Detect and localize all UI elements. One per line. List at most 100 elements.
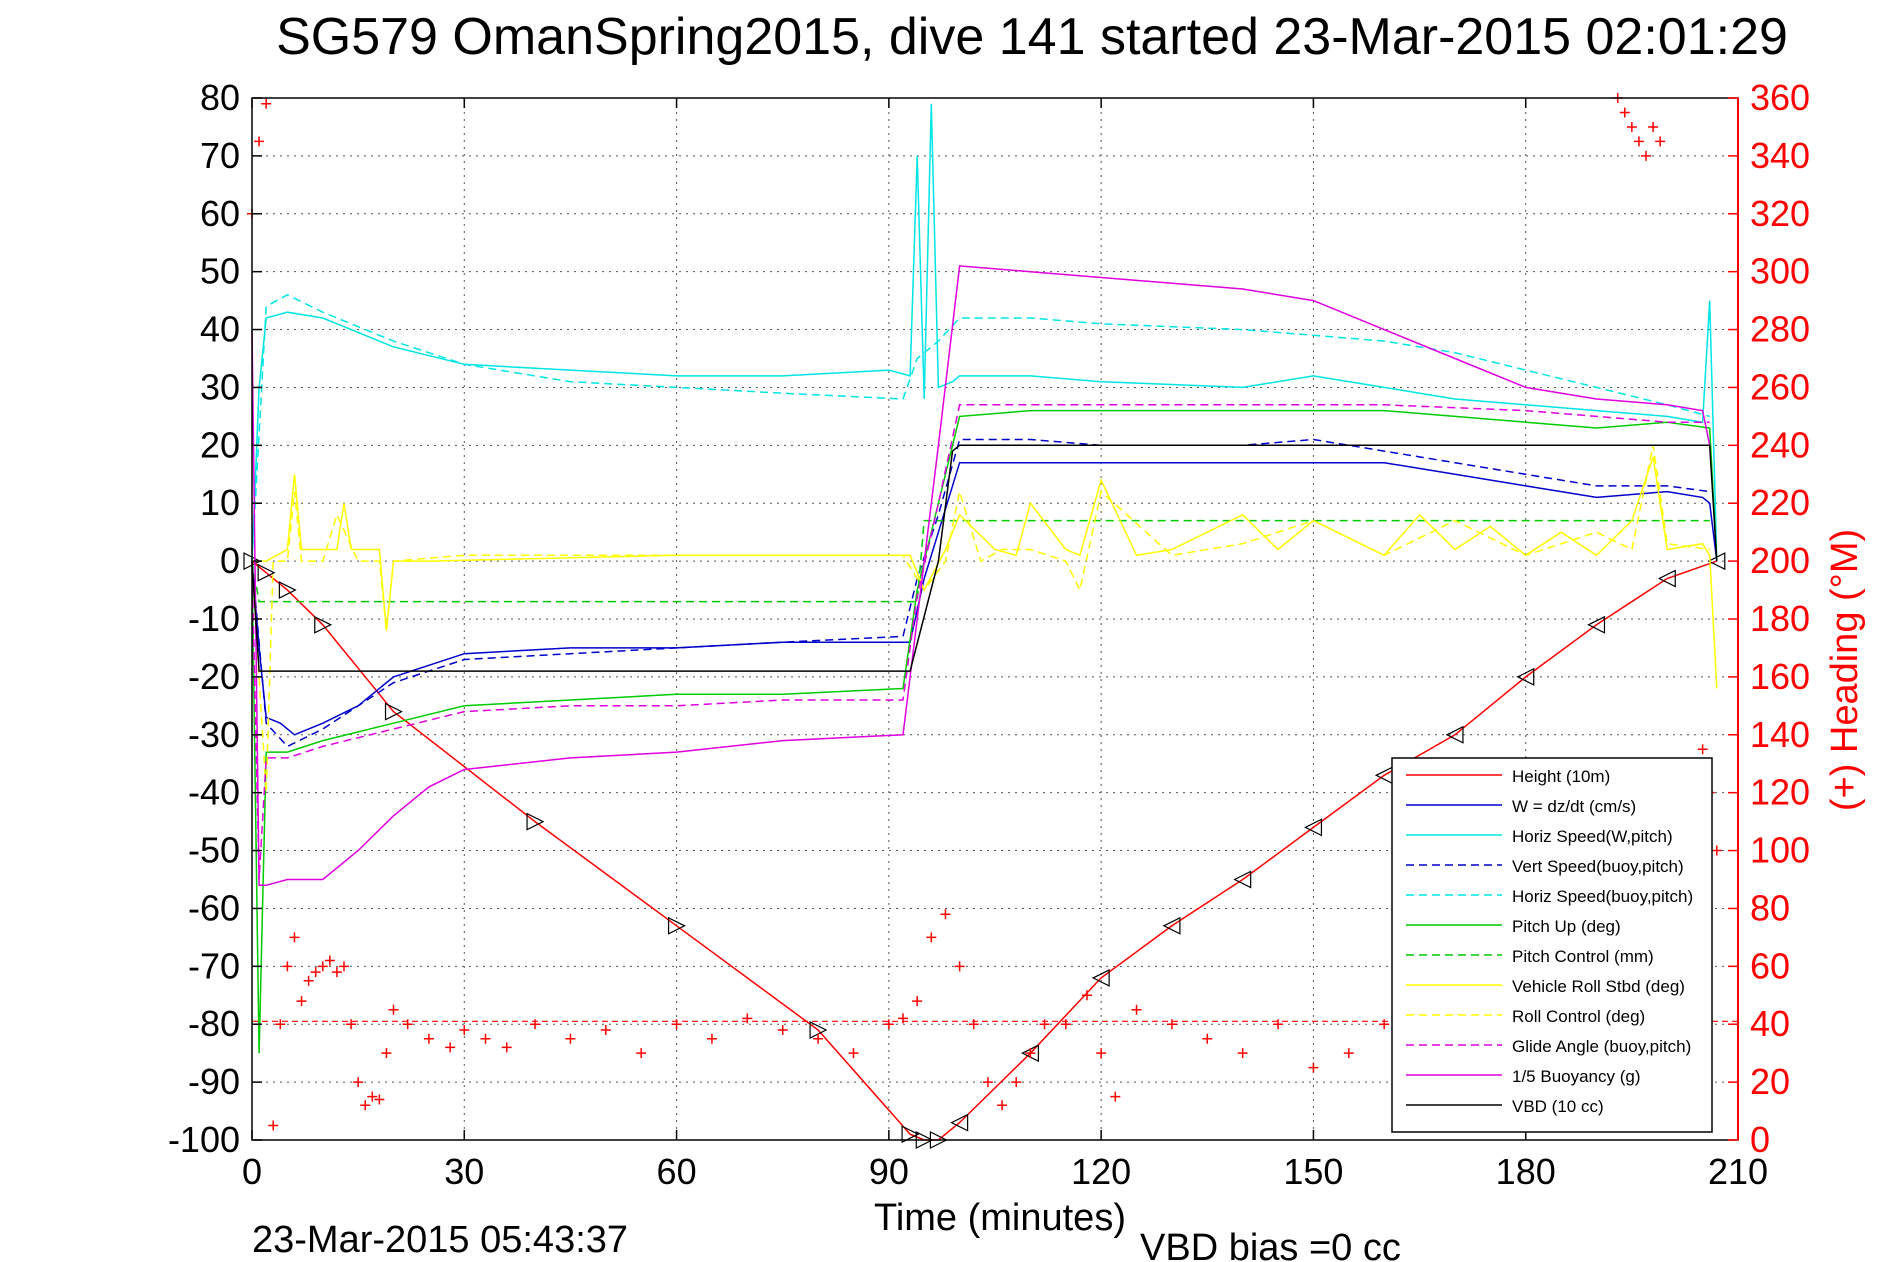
heading-point	[1081, 990, 1092, 1001]
heading-point	[268, 1120, 279, 1131]
heading-point	[324, 955, 335, 966]
footer-timestamp: 23-Mar-2015 05:43:37	[252, 1219, 628, 1261]
heading-point	[940, 909, 951, 920]
legend-entry: Horiz Speed(buoy,pitch)	[1512, 887, 1693, 906]
legend-entry: Vehicle Roll Stbd (deg)	[1512, 977, 1685, 996]
heading-point	[1655, 136, 1666, 147]
legend-entry: W = dz/dt (cm/s)	[1512, 797, 1636, 816]
grid	[252, 98, 1738, 1140]
legend-entry: Pitch Up (deg)	[1512, 917, 1621, 936]
x-tick-label: 30	[444, 1151, 484, 1192]
legend-entry: 1/5 Buoyancy (g)	[1512, 1067, 1641, 1086]
heading-point	[1308, 1062, 1319, 1073]
y-tick-label: 30	[200, 366, 240, 407]
y2-tick-label: 300	[1750, 251, 1810, 292]
series-line-height-10m	[251, 560, 1718, 1141]
heading-point	[530, 1019, 541, 1030]
x-tick-label: 60	[657, 1151, 697, 1192]
y2-tick-label: 40	[1750, 1003, 1790, 1044]
heading-point	[381, 1048, 392, 1059]
heading-point	[303, 975, 314, 986]
heading-point	[1110, 1091, 1121, 1102]
legend-entry: Height (10m)	[1512, 767, 1610, 786]
heading-point	[480, 1033, 491, 1044]
x-tick-label: 180	[1496, 1151, 1556, 1192]
y-tick-label: 60	[200, 193, 240, 234]
heading-point	[1039, 1019, 1050, 1030]
heading-point	[883, 1019, 894, 1030]
heading-point	[1011, 1077, 1022, 1088]
heading-point	[360, 1100, 371, 1111]
heading-point	[459, 1025, 470, 1036]
y2-tick-label: 0	[1750, 1119, 1770, 1160]
series-line-vbd-10-cc	[251, 444, 1718, 672]
y-tick-label: -30	[188, 714, 240, 755]
heading-point	[954, 961, 965, 972]
y-tick-label: -100	[168, 1119, 240, 1160]
heading-point	[1711, 845, 1722, 856]
series-line-vert-speed-buoy-pitch	[251, 438, 1710, 748]
heading-point	[968, 1019, 979, 1030]
y-tick-label: 20	[200, 424, 240, 465]
y2-tick-label: 20	[1750, 1061, 1790, 1102]
heading-point	[813, 1033, 824, 1044]
y2-tick-label: 140	[1750, 714, 1810, 755]
legend-entry: Horiz Speed(W,pitch)	[1512, 827, 1673, 846]
heading-point	[926, 932, 937, 943]
y2-axis-label: (+) Heading (°M)	[1824, 529, 1866, 811]
heading-point	[501, 1042, 512, 1053]
heading-point	[1237, 1048, 1248, 1059]
heading-point	[275, 1019, 286, 1030]
series-line-w-dz-dt-cm-s	[251, 461, 1718, 736]
series-line-pitch-control-mm	[251, 519, 1710, 603]
y-tick-label: -50	[188, 830, 240, 871]
heading-point	[1343, 1048, 1354, 1059]
height-marker	[950, 1113, 969, 1132]
heading-point	[254, 136, 265, 147]
legend-entry: Pitch Control (mm)	[1512, 947, 1654, 966]
heading-point	[565, 1033, 576, 1044]
y2-tick-label: 120	[1750, 772, 1810, 813]
height-marker	[1162, 916, 1181, 935]
series-line-horiz-speed-buoy-pitch	[251, 293, 1710, 562]
heading-point	[353, 1077, 364, 1088]
y2-tick-label: 320	[1750, 193, 1810, 234]
height-marker	[901, 1125, 920, 1144]
series-line-horiz-speed-w-pitch	[251, 103, 1718, 562]
heading-point	[445, 1042, 456, 1053]
y2-tick-label: 60	[1750, 945, 1790, 986]
heading-point	[1697, 744, 1708, 755]
y2-tick-label: 360	[1750, 77, 1810, 118]
heading-point	[1273, 1019, 1284, 1030]
height-marker	[1587, 615, 1606, 634]
series-heading	[247, 98, 1460, 1131]
y-tick-label: -90	[188, 1061, 240, 1102]
height-marker	[278, 581, 297, 600]
heading-point	[848, 1048, 859, 1059]
heading-point	[1131, 1004, 1142, 1015]
series-line-1-5-buoyancy-g	[251, 265, 1711, 887]
heading-point	[346, 1019, 357, 1030]
heading-point	[423, 1033, 434, 1044]
series-line-roll-control-deg	[251, 445, 1710, 793]
heading-point	[1648, 121, 1659, 132]
y-tick-label: -10	[188, 598, 240, 639]
height-marker	[1657, 569, 1676, 588]
x-tick-label: 150	[1283, 1151, 1343, 1192]
heading-point	[1641, 150, 1652, 161]
y-tick-label: 10	[200, 482, 240, 523]
x-tick-label: 210	[1708, 1151, 1768, 1192]
y2-tick-label: 180	[1750, 598, 1810, 639]
heading-point	[997, 1100, 1008, 1111]
y-tick-label: -80	[188, 1003, 240, 1044]
legend-box	[1391, 757, 1713, 1133]
y-tick-label: -70	[188, 945, 240, 986]
heading-point	[1202, 1033, 1213, 1044]
legend-entry: Vert Speed(buoy,pitch)	[1512, 857, 1684, 876]
series-heading-late	[1612, 93, 1722, 856]
series-line-vehicle-roll-stbd-deg	[252, 456, 1718, 689]
height-marker	[667, 916, 686, 935]
heading-point	[289, 932, 300, 943]
